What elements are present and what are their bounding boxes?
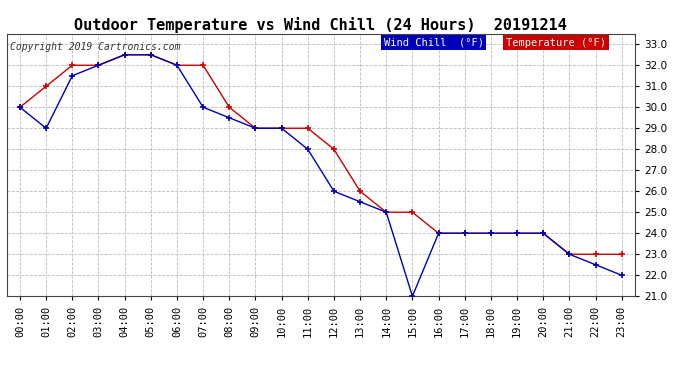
Text: Copyright 2019 Cartronics.com: Copyright 2019 Cartronics.com	[10, 42, 180, 52]
Text: Wind Chill  (°F): Wind Chill (°F)	[384, 38, 484, 48]
Title: Outdoor Temperature vs Wind Chill (24 Hours)  20191214: Outdoor Temperature vs Wind Chill (24 Ho…	[75, 16, 567, 33]
Text: Temperature (°F): Temperature (°F)	[506, 38, 606, 48]
